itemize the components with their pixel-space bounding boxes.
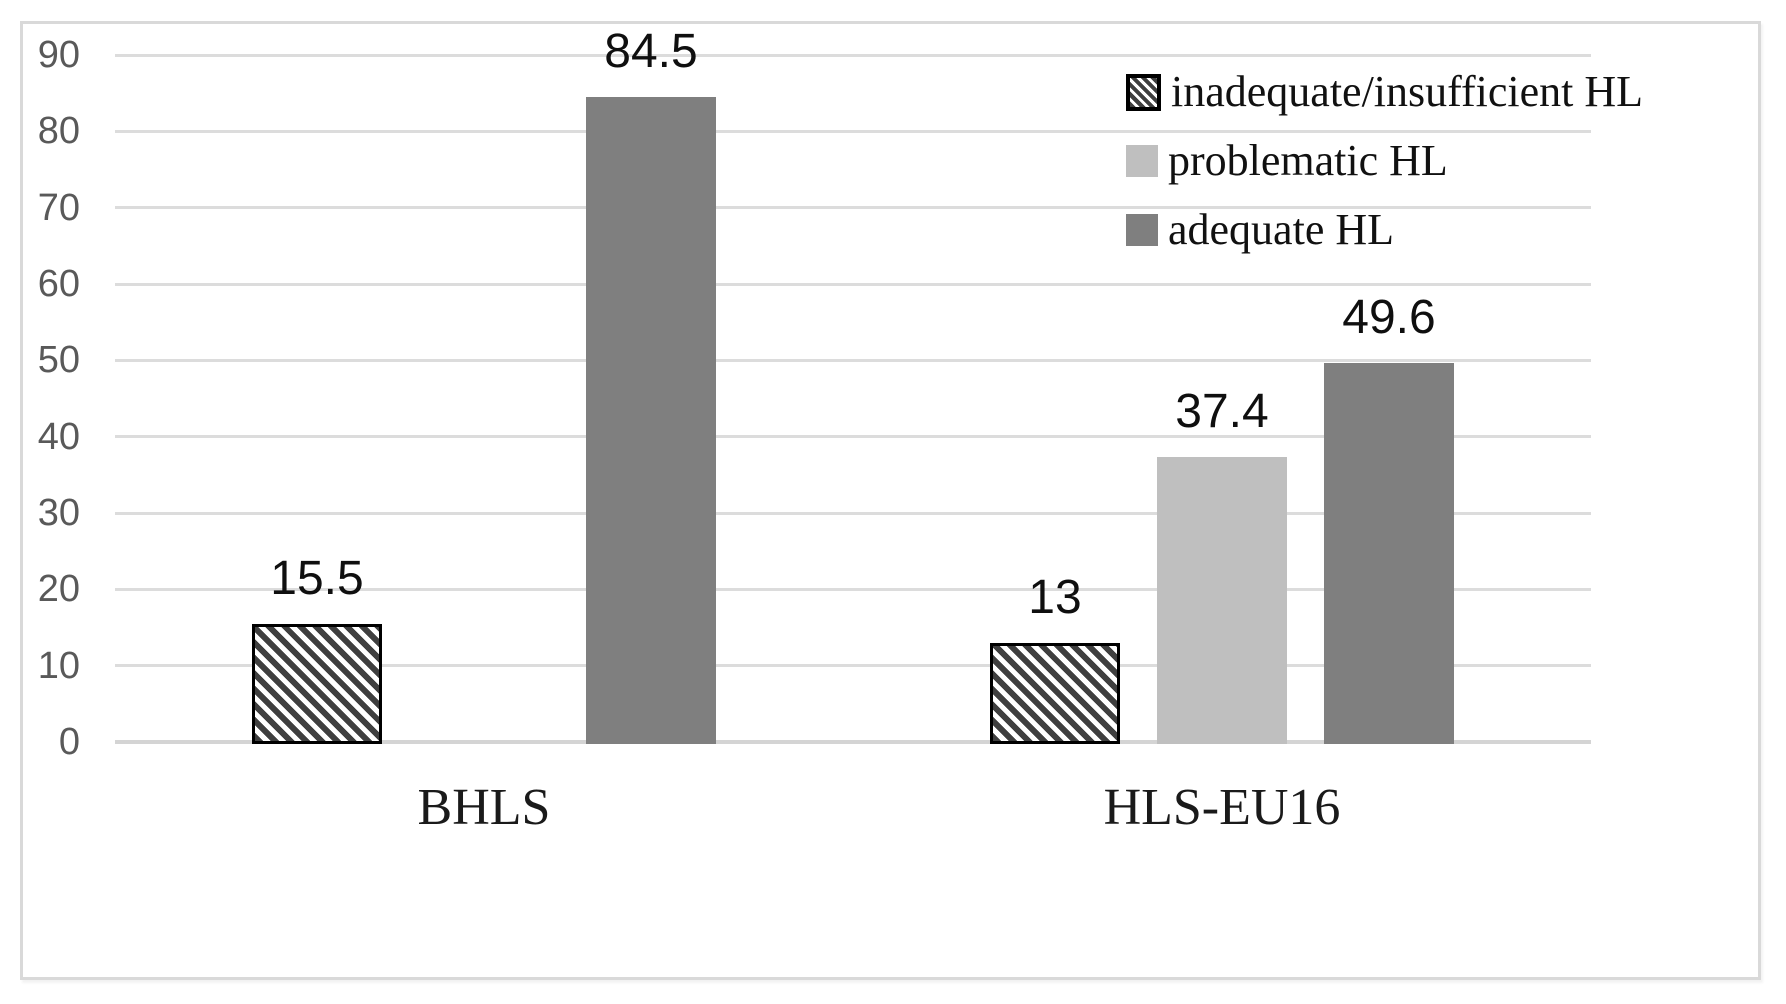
legend-swatch-solid-icon <box>1126 145 1158 177</box>
x-axis-label-bhls: BHLS <box>417 779 551 836</box>
data-label-hls-eu16-series-1: 37.4 <box>1175 384 1269 438</box>
y-tick-label-10: 10 <box>37 644 80 687</box>
y-tick-label-40: 40 <box>37 415 80 458</box>
gridline-40 <box>115 435 1591 439</box>
y-tick-label-70: 70 <box>37 186 80 229</box>
y-tick-label-20: 20 <box>37 568 80 611</box>
data-label-bhls-series-2: 84.5 <box>604 24 698 78</box>
legend-item-1: problematic HL <box>1126 137 1448 185</box>
gridline-70 <box>115 206 1591 210</box>
data-label-hls-eu16-series-2: 49.6 <box>1342 291 1436 345</box>
bar-bhls-series-0 <box>252 623 382 744</box>
x-axis-label-hls-eu16: HLS-EU16 <box>1103 779 1341 836</box>
y-tick-label-80: 80 <box>37 110 80 153</box>
bar-bhls-series-2 <box>586 96 716 744</box>
gridline-50 <box>115 358 1591 362</box>
gridline-10 <box>115 664 1591 668</box>
gridline-30 <box>115 511 1591 515</box>
data-label-bhls-series-0: 15.5 <box>270 551 364 605</box>
legend-label: inadequate/insufficient HL <box>1171 67 1644 116</box>
y-tick-label-90: 90 <box>37 34 80 76</box>
legend-item-0: inadequate/insufficient HL <box>1126 68 1643 116</box>
gridline-90 <box>115 53 1591 57</box>
gridline-80 <box>115 129 1591 133</box>
gridline-20 <box>115 587 1591 591</box>
legend-label: adequate HL <box>1168 205 1394 254</box>
chart-outer-border <box>20 21 1761 980</box>
y-tick-label-60: 60 <box>37 263 80 305</box>
x-axis-line <box>115 740 1591 744</box>
bar-hls-eu16-series-2 <box>1324 363 1454 744</box>
y-tick-label-0: 0 <box>58 721 80 763</box>
gridline-60 <box>115 282 1591 286</box>
y-tick-label-30: 30 <box>37 492 80 534</box>
legend-label: problematic HL <box>1168 136 1448 185</box>
y-tick-label-50: 50 <box>37 339 80 382</box>
legend-swatch-hatched-icon <box>1126 73 1161 111</box>
bar-hls-eu16-series-1 <box>1157 456 1287 744</box>
data-label-hls-eu16-series-0: 13 <box>1028 570 1082 624</box>
bar-hls-eu16-series-0 <box>990 642 1120 744</box>
legend-swatch-solid-icon <box>1126 214 1158 246</box>
legend-item-2: adequate HL <box>1126 206 1394 254</box>
